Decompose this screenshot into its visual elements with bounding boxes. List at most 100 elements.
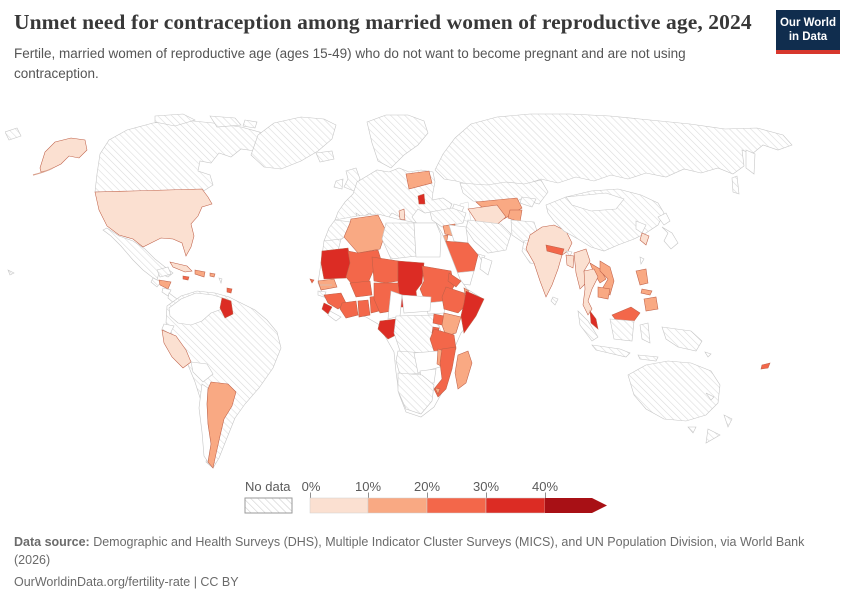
region-philippines[interactable] [635, 268, 659, 312]
region-lesser-antilles[interactable] [218, 277, 223, 284]
region-india[interactable] [525, 224, 573, 298]
region-ghana[interactable] [357, 299, 371, 318]
region-sierra-leone[interactable] [321, 302, 333, 315]
region-thailand[interactable] [582, 268, 599, 316]
owid-logo-line2: in Data [788, 31, 828, 44]
region-libya[interactable] [381, 222, 417, 260]
region-argentina[interactable] [206, 381, 237, 469]
legend-tick-marks [310, 492, 546, 498]
region-iraq[interactable] [448, 224, 469, 244]
region-somalia[interactable] [460, 290, 485, 334]
region-solomon-islands[interactable] [704, 351, 712, 358]
region-jamaica[interactable] [182, 275, 190, 281]
legend-no-data-swatch[interactable] [244, 497, 293, 514]
region-ireland[interactable] [333, 178, 344, 190]
region-zambia[interactable] [413, 350, 441, 374]
region-algeria[interactable] [343, 214, 387, 254]
region-egypt[interactable] [413, 222, 442, 258]
world-map [4, 112, 805, 474]
region-russia-west-fragment[interactable] [4, 127, 22, 141]
data-source-label: Data source: [14, 535, 90, 549]
region-hawaii[interactable] [7, 269, 15, 276]
chart-footer: Data source: Demographic and Health Surv… [14, 534, 829, 592]
page-title: Unmet need for contraception among marri… [14, 10, 752, 34]
region-turkey[interactable] [429, 207, 467, 228]
legend-tick-0: 0% [302, 479, 321, 494]
region-liberia[interactable] [327, 310, 342, 322]
data-source-line: Data source: Demographic and Health Surv… [14, 534, 829, 569]
region-albania[interactable] [398, 208, 406, 221]
region-sri-lanka[interactable] [550, 296, 559, 306]
region-cote-divoire[interactable] [339, 300, 359, 319]
region-fiji[interactable] [760, 362, 771, 370]
region-bolivia[interactable] [190, 361, 214, 383]
region-southern-africa[interactable] [397, 372, 435, 415]
region-malaysia[interactable] [589, 310, 599, 330]
region-taiwan[interactable] [639, 256, 645, 265]
license-link[interactable]: OurWorldinData.org/fertility-rate | CC B… [14, 575, 239, 589]
region-guyana[interactable] [219, 297, 234, 319]
page-subtitle: Fertile, married women of reproductive a… [14, 46, 686, 81]
region-ethiopia[interactable] [441, 286, 469, 314]
map-legend: No data 0% 10% 20% 30% 40% [243, 477, 623, 517]
legend-bin-0-10[interactable] [309, 497, 369, 514]
legend-bin-20-30[interactable] [426, 497, 487, 514]
region-australia[interactable] [627, 360, 721, 422]
region-burkina-faso[interactable] [349, 280, 373, 298]
region-haiti-dominican-republic[interactable] [194, 269, 206, 278]
region-central-african-republic[interactable] [401, 294, 432, 314]
region-trinidad-tobago[interactable] [226, 287, 233, 294]
region-honduras[interactable] [158, 279, 172, 290]
region-puerto-rico[interactable] [209, 272, 216, 278]
region-japan[interactable] [657, 212, 679, 250]
region-madagascar[interactable] [454, 350, 473, 390]
region-sakhalin[interactable] [731, 175, 740, 195]
region-tasmania[interactable] [687, 426, 697, 434]
region-mongolia[interactable] [565, 192, 625, 212]
region-canada-arctic-islands[interactable] [154, 113, 258, 129]
region-new-caledonia[interactable] [705, 392, 715, 401]
region-bangladesh[interactable] [565, 254, 575, 269]
region-aleutians [32, 167, 54, 176]
region-russia[interactable] [434, 113, 793, 188]
region-peru[interactable] [161, 329, 192, 369]
region-yucatan[interactable] [156, 266, 172, 278]
region-nepal[interactable] [545, 244, 565, 256]
region-kamchatka[interactable] [745, 149, 756, 175]
region-greenland[interactable] [250, 116, 337, 170]
legend-bin-30-40[interactable] [485, 497, 546, 514]
region-indonesia[interactable] [577, 310, 659, 362]
region-scandinavia[interactable] [366, 114, 429, 169]
region-oman[interactable] [479, 256, 493, 276]
region-eswatini[interactable] [434, 387, 441, 395]
region-mozambique[interactable] [433, 346, 457, 398]
region-cabo-verde[interactable] [309, 278, 315, 284]
region-iceland[interactable] [315, 150, 335, 163]
legend-tick-2: 20% [414, 479, 440, 494]
region-mauritania[interactable] [320, 247, 352, 280]
region-alaska[interactable] [39, 137, 88, 173]
region-moldova[interactable] [417, 193, 426, 205]
region-cambodia[interactable] [597, 286, 611, 300]
region-niger[interactable] [371, 256, 399, 284]
region-kyrgyzstan[interactable] [519, 196, 537, 208]
region-senegal[interactable] [317, 278, 338, 291]
region-iran[interactable] [465, 219, 512, 254]
region-united-states[interactable] [94, 188, 213, 257]
region-colombia-venezuela[interactable] [168, 292, 227, 326]
region-eritrea[interactable] [447, 272, 462, 288]
region-new-guinea[interactable] [661, 326, 703, 352]
legend-bin-10-20[interactable] [367, 497, 428, 514]
region-bhutan[interactable] [565, 250, 573, 257]
region-south-korea[interactable] [639, 232, 650, 246]
region-canada[interactable] [94, 119, 267, 193]
region-belarus[interactable] [405, 170, 433, 190]
legend-bin-40-plus[interactable] [545, 498, 607, 513]
region-new-zealand[interactable] [705, 414, 733, 444]
legend-tick-3: 30% [473, 479, 499, 494]
region-cuba[interactable] [169, 261, 193, 273]
region-brazil[interactable] [165, 290, 282, 469]
region-guatemala[interactable] [150, 277, 162, 288]
owid-logo[interactable]: Our World in Data [776, 10, 840, 54]
